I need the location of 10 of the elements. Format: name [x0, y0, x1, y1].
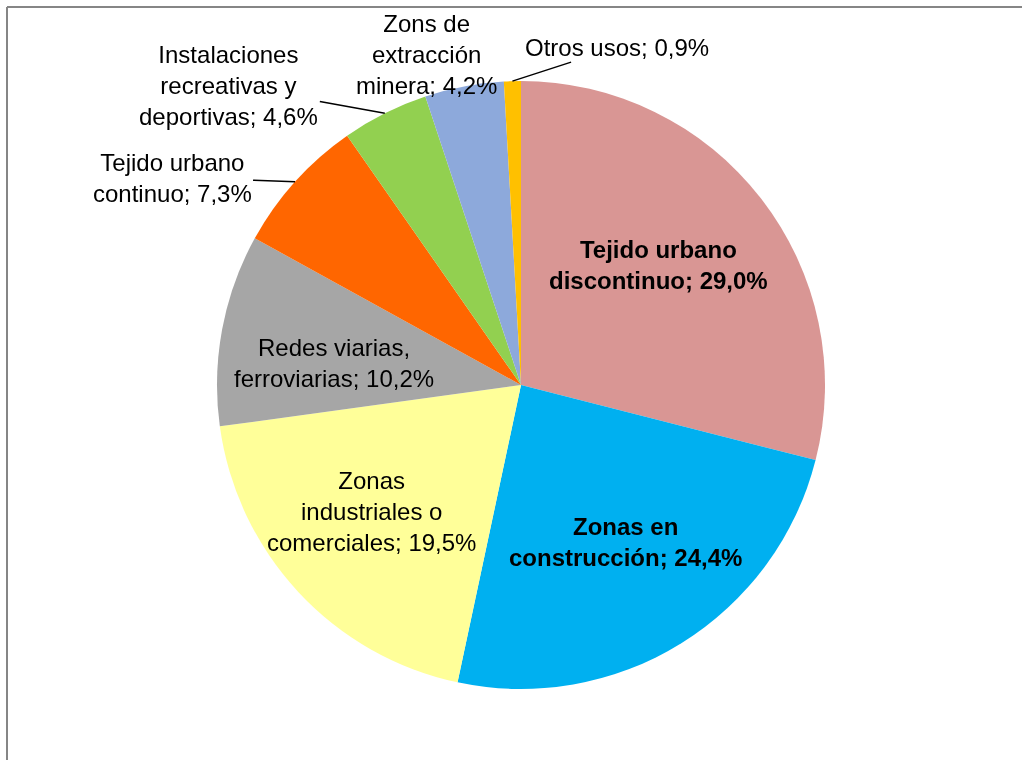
slice-label: Redes viarias, ferroviarias; 10,2%	[234, 334, 435, 393]
slice-label: Tejido urbano discontinuo; 29,0%	[549, 236, 768, 295]
slice-label: Otros usos; 0,9%	[525, 34, 710, 61]
slice-label: Zons de extracción minera; 4,2%	[356, 10, 498, 100]
slice-label: Zonas en construcción; 24,4%	[509, 513, 743, 572]
slice-label: Zonas industriales o comerciales; 19,5%	[267, 467, 477, 557]
slice-label: Instalaciones recreativas y deportivas; 4,6%	[139, 41, 318, 131]
pie-slice	[217, 238, 521, 427]
slice-label: Tejido urbano continuo; 7,3%	[93, 149, 252, 208]
pie-slice	[521, 81, 825, 461]
